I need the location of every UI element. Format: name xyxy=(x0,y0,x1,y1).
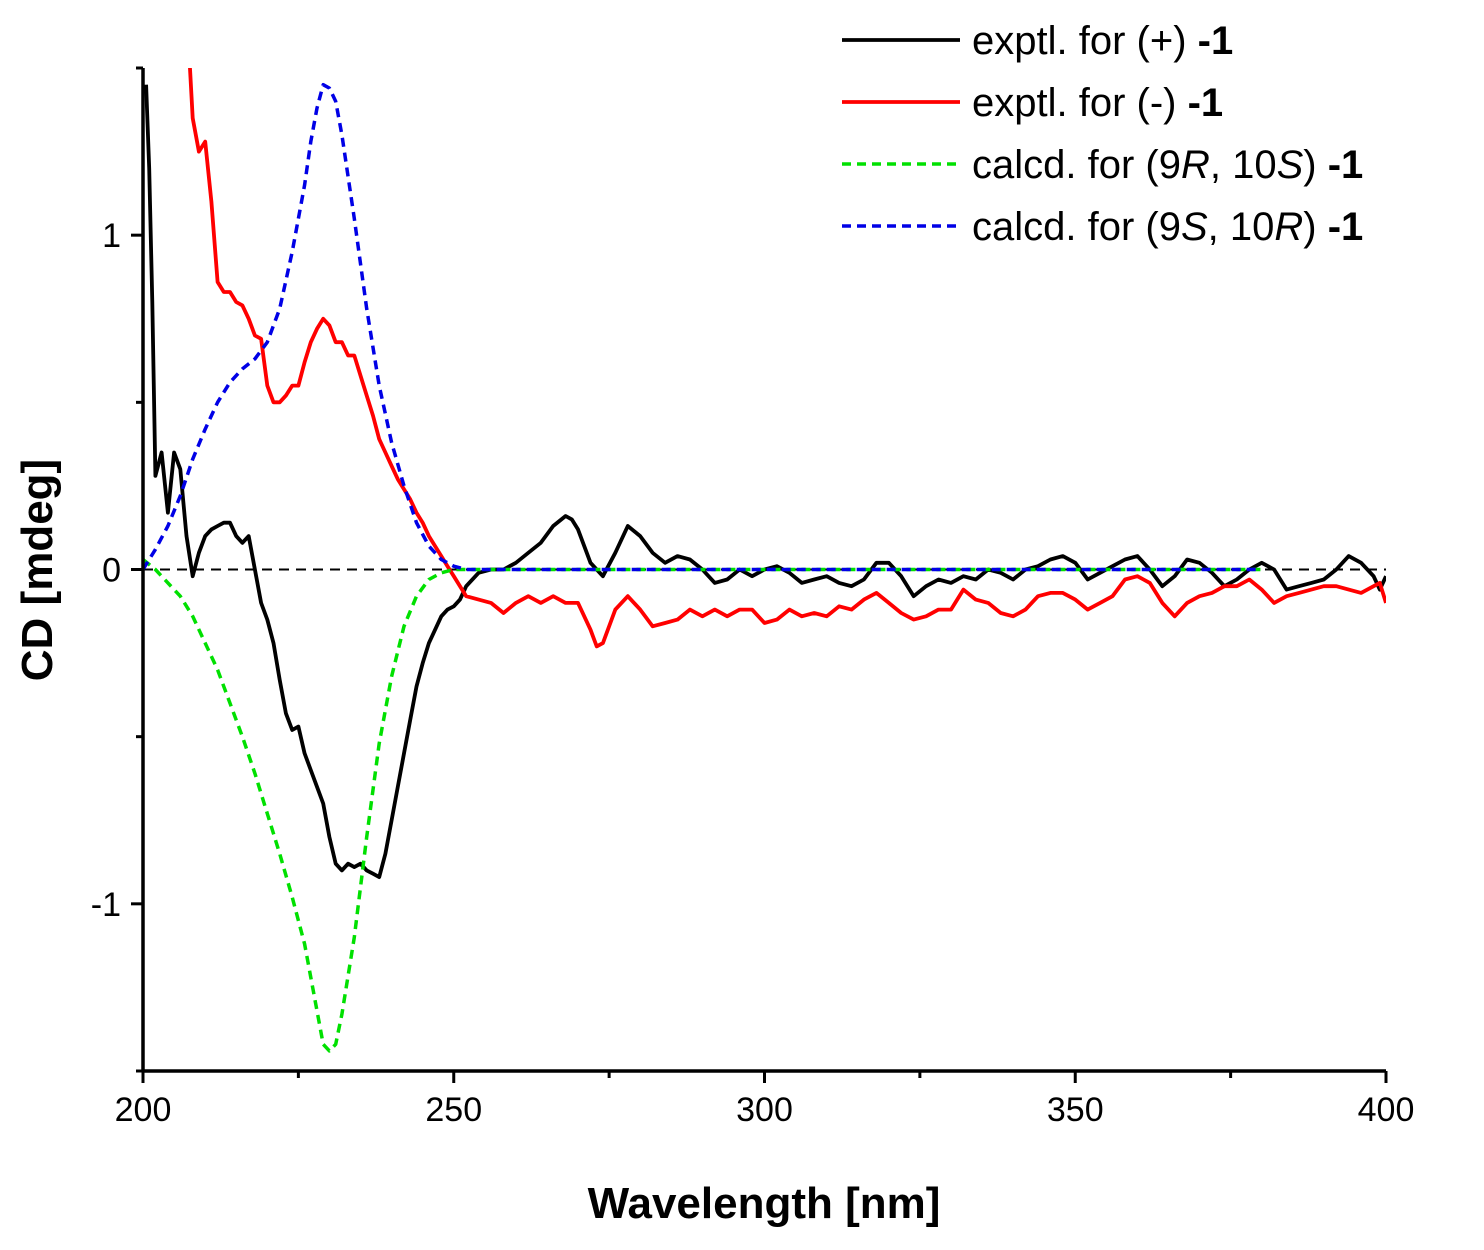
legend-label-4: calcd. for (9S, 10R) -1 xyxy=(972,205,1363,249)
y-axis-title: CD [mdeg] xyxy=(13,459,62,681)
y-tick-label: 1 xyxy=(102,217,121,255)
series-line-2 xyxy=(188,68,1386,649)
y-tick-label: -1 xyxy=(91,886,121,924)
x-tick-label: 400 xyxy=(1358,1091,1415,1129)
x-axis-title: Wavelength [nm] xyxy=(588,1179,941,1228)
plot-area xyxy=(143,68,1386,1053)
legend-label-3: calcd. for (9R, 10S) -1 xyxy=(972,143,1363,187)
series-line-1 xyxy=(144,84,1386,879)
legend: exptl. for (+) -1 exptl. for (-) -1 calcd.… xyxy=(842,19,1363,249)
y-tick-label: 0 xyxy=(102,552,121,590)
x-tick-label: 250 xyxy=(425,1091,482,1129)
x-tick-label: 350 xyxy=(1047,1091,1104,1129)
series-line-4 xyxy=(143,82,1262,572)
x-tick-label: 200 xyxy=(115,1091,172,1129)
legend-label-2: exptl. for (-) -1 xyxy=(972,81,1223,125)
x-tick-label: 300 xyxy=(736,1091,793,1129)
axes: 200 250 300 350 400 -1 0 1 xyxy=(91,66,1415,1129)
series-line-3 xyxy=(143,558,1262,1053)
legend-label-1: exptl. for (+) -1 xyxy=(972,19,1233,63)
